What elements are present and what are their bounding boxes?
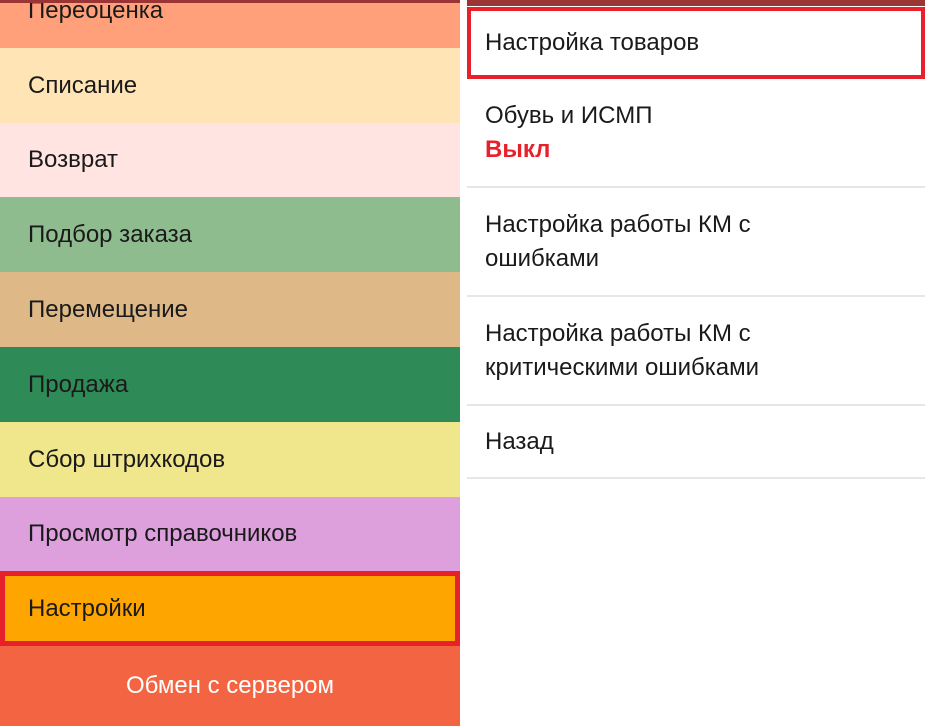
settings-menu: Настройка товаров Обувь и ИСМП Выкл Наст… [467,0,925,726]
settings-item-km-critical-errors[interactable]: Настройка работы КМ с критическими ошибк… [467,297,925,406]
menu-item-barcode-collection[interactable]: Сбор штрихкодов [0,422,460,497]
top-bar [0,0,460,3]
settings-item-label: Настройка работы КМ с критическими ошибк… [485,319,760,381]
top-bar [467,0,925,6]
main-menu: Переоценка Списание Возврат Подбор заказ… [0,0,460,726]
menu-item-order-picking[interactable]: Подбор заказа [0,197,460,272]
settings-item-km-errors[interactable]: Настройка работы КМ с ошибками [467,188,925,297]
settings-item-shoes-ismp[interactable]: Обувь и ИСМП Выкл [467,79,925,188]
menu-item-settings[interactable]: Настройки [0,571,460,646]
exchange-with-server-button[interactable]: Обмен с сервером [0,646,460,726]
status-off-label: Выкл [485,135,551,163]
menu-item-revaluation[interactable]: Переоценка [0,0,460,48]
settings-item-label: Назад [485,427,554,455]
settings-item-product-settings[interactable]: Настройка товаров [467,7,925,79]
settings-item-label: Настройка товаров [485,29,700,56]
menu-item-sale[interactable]: Продажа [0,347,460,422]
menu-item-transfer[interactable]: Перемещение [0,272,460,347]
settings-item-back[interactable]: Назад [467,406,925,479]
menu-item-write-off[interactable]: Списание [0,48,460,123]
settings-item-label: Настройка работы КМ с ошибками [485,210,751,272]
menu-item-return[interactable]: Возврат [0,123,460,197]
menu-item-view-directories[interactable]: Просмотр справочников [0,497,460,571]
settings-item-label: Обувь и ИСМП [485,101,653,129]
